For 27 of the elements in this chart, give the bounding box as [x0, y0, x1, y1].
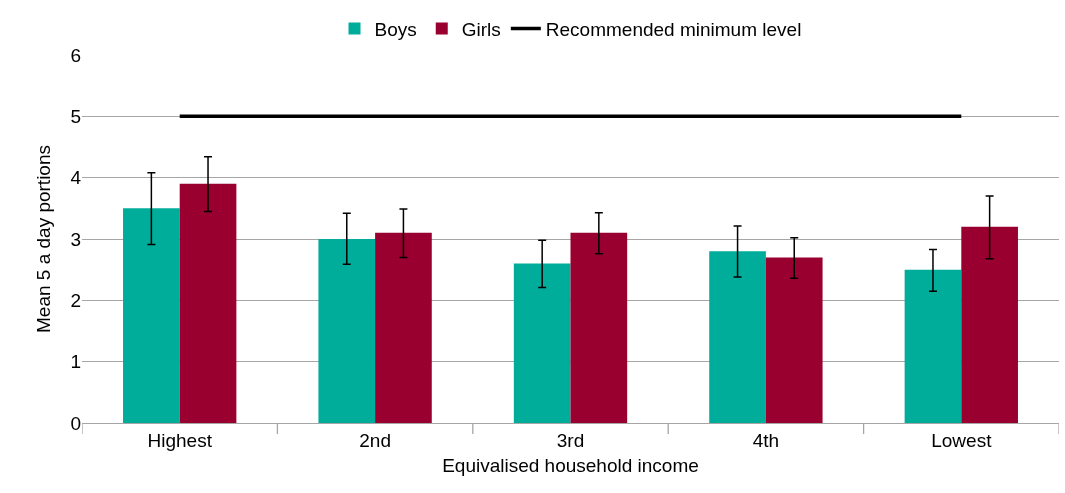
y-tick-label: 2	[70, 289, 81, 311]
bar	[904, 269, 962, 423]
bar	[570, 232, 628, 423]
legend-label: Boys	[374, 18, 417, 40]
bar	[179, 183, 237, 423]
bar	[765, 257, 823, 423]
bar	[318, 239, 376, 423]
y-tick-label: 5	[70, 105, 81, 127]
x-tick-label: 2nd	[359, 429, 391, 451]
x-tick-label: 4th	[752, 429, 780, 451]
bar	[375, 232, 432, 423]
bar	[123, 208, 180, 423]
x-tick-label: 3rd	[556, 429, 585, 451]
y-tick-label: 0	[70, 412, 81, 434]
x-tick-label: Lowest	[931, 429, 993, 451]
bar	[709, 251, 766, 423]
bar	[961, 226, 1018, 423]
y-tick-label: 1	[70, 351, 81, 373]
legend-label: Recommended minimum level	[545, 18, 802, 40]
y-tick-label: 6	[70, 44, 81, 66]
x-tick-label: Highest	[147, 429, 213, 451]
y-tick-label: 4	[70, 167, 82, 189]
y-tick-label: 3	[70, 228, 81, 250]
legend-label: Girls	[461, 18, 501, 40]
x-axis-title: Equivalised household income	[442, 454, 699, 476]
y-axis-title: Mean 5 a day portions	[33, 144, 55, 334]
bar	[513, 263, 571, 423]
